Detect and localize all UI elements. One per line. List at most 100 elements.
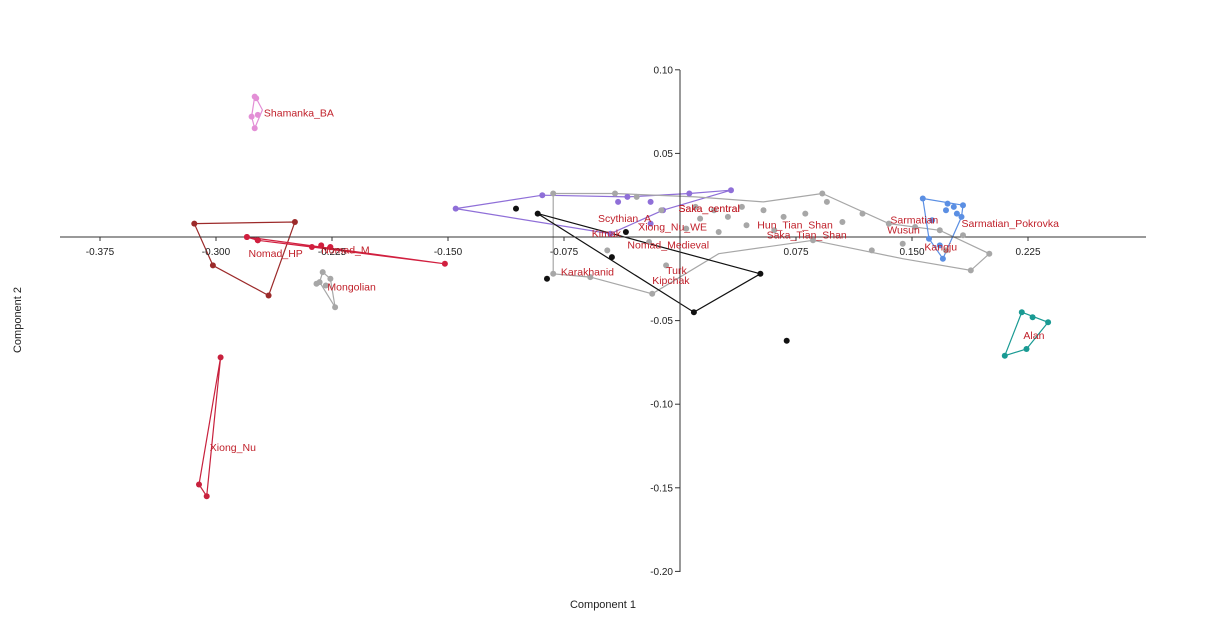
label-hun-tian-shan: Hun_Tian_Shan bbox=[757, 220, 833, 232]
point-shamanka-ba bbox=[248, 113, 255, 120]
point-kipchak bbox=[544, 275, 550, 282]
label-saka-tian-shan: Saka_Tian_Shan bbox=[767, 230, 847, 242]
point-saka-central bbox=[885, 220, 892, 227]
point-saka-central bbox=[868, 247, 875, 254]
point-saka-central bbox=[697, 215, 704, 222]
point-alan bbox=[1023, 346, 1030, 352]
label-sarmatian: Sarmatian bbox=[890, 215, 938, 227]
point-xiong-nu bbox=[217, 354, 224, 361]
point-saka-central bbox=[663, 262, 670, 269]
label-mongolian: Mongolian bbox=[327, 282, 376, 294]
point-nomad-m bbox=[318, 242, 325, 249]
point-nomad-m bbox=[327, 244, 334, 250]
point-saka-central bbox=[810, 237, 816, 244]
point-shamanka-ba bbox=[254, 111, 261, 118]
point-saka-central bbox=[738, 203, 745, 210]
x-tick-label: -0.075 bbox=[550, 247, 579, 258]
label-karakhanid: Karakhanid bbox=[561, 267, 614, 279]
point-saka-central bbox=[819, 190, 826, 197]
label-saka-central: Saka_central bbox=[679, 203, 740, 215]
y-tick-label: -0.05 bbox=[650, 316, 673, 327]
point-sarmatian-pokrovka bbox=[943, 207, 949, 214]
point-alan bbox=[1029, 314, 1036, 321]
x-tick-label: -0.150 bbox=[434, 247, 463, 258]
label-kimak: Kimak bbox=[592, 228, 622, 240]
point-scythian-a bbox=[647, 220, 654, 227]
point-mongolian bbox=[319, 269, 326, 276]
point-xiong-nu bbox=[196, 481, 202, 488]
hull-saka-central bbox=[552, 192, 991, 295]
point-kipchak bbox=[783, 337, 790, 344]
label-sarmatian-pokrovka: Sarmatian_Pokrovka bbox=[962, 218, 1060, 230]
point-saka-central bbox=[646, 239, 653, 245]
point-kipchak bbox=[513, 205, 519, 212]
y-tick-label: 0.05 bbox=[654, 149, 674, 160]
point-saka-central bbox=[823, 198, 830, 205]
point-mongolian bbox=[332, 304, 339, 311]
label-xiong-nu-we: Xiong_Nu_WE bbox=[638, 221, 707, 233]
axes-layer: -0.375 -0.300 -0.225 -0.150 -0.075 0.075 0.150… bbox=[60, 65, 1146, 578]
point-kipchak bbox=[608, 254, 615, 261]
point-saka-central bbox=[943, 247, 949, 254]
point-nomad-hp bbox=[265, 292, 272, 299]
point-saka-central bbox=[550, 190, 557, 197]
point-scythian-a bbox=[615, 198, 622, 205]
point-nomad-hp bbox=[291, 219, 298, 225]
point-alan bbox=[1018, 309, 1025, 316]
point-saka-central bbox=[960, 232, 966, 239]
point-mongolian bbox=[313, 280, 320, 287]
point-sarmatian-pokrovka bbox=[944, 200, 951, 207]
point-sarmatian-pokrovka bbox=[950, 203, 957, 210]
point-saka-central bbox=[967, 267, 974, 274]
point-shamanka-ba bbox=[253, 95, 260, 102]
x-tick-label: -0.225 bbox=[318, 247, 347, 258]
point-scythian-a bbox=[539, 192, 546, 199]
label-shamanka-ba: Shamanka_BA bbox=[264, 108, 334, 120]
point-nomad-hp bbox=[209, 262, 216, 269]
label-wusun: Wusun bbox=[887, 225, 920, 237]
label-nomad-hp: Nomad_HP bbox=[249, 248, 303, 260]
point-shamanka-ba bbox=[251, 125, 258, 132]
point-saka-central bbox=[724, 213, 731, 220]
hulls-layer bbox=[193, 95, 1050, 498]
label-nomad-medieval: Nomad_Medieval bbox=[627, 240, 709, 252]
point-saka-central bbox=[771, 227, 778, 234]
point-sarmatian-pokrovka bbox=[919, 195, 926, 202]
point-saka-central bbox=[743, 222, 750, 229]
point-nomad-m bbox=[243, 234, 250, 240]
point-nomad-m bbox=[441, 260, 448, 267]
hull-sarmatian-pokrovka bbox=[922, 197, 964, 260]
point-xiong-nu bbox=[203, 493, 210, 500]
point-sarmatian-pokrovka bbox=[939, 255, 946, 262]
point-kipchak bbox=[757, 270, 764, 277]
label-xiong-nu: Xiong_Nu bbox=[210, 442, 256, 454]
point-saka-central bbox=[692, 203, 699, 210]
point-kipchak bbox=[690, 309, 697, 316]
point-saka-central bbox=[802, 210, 809, 217]
point-scythian-a bbox=[647, 198, 654, 205]
point-nomad-hp bbox=[191, 220, 198, 227]
point-sarmatian-pokrovka bbox=[936, 242, 943, 249]
point-saka-central bbox=[711, 207, 717, 214]
point-saka-central bbox=[658, 207, 665, 214]
point-saka-central bbox=[899, 240, 906, 247]
hull-scythian-a bbox=[455, 189, 732, 235]
x-tick-label: -0.300 bbox=[202, 247, 231, 258]
point-scythian-a bbox=[624, 193, 631, 200]
label-saka-central: Saka_central bbox=[679, 203, 740, 215]
point-saka-central bbox=[612, 190, 618, 197]
label-turk: Turk bbox=[666, 265, 687, 277]
x-tick-label: 0.225 bbox=[1015, 247, 1040, 258]
point-scythian-a bbox=[728, 187, 734, 194]
label-alan: Alan bbox=[1023, 330, 1044, 342]
y-tick-label: -0.15 bbox=[650, 483, 673, 494]
point-sarmatian-pokrovka bbox=[953, 210, 960, 217]
point-saka-central bbox=[859, 210, 866, 217]
point-saka-central bbox=[839, 219, 846, 225]
point-sarmatian-pokrovka bbox=[958, 213, 965, 220]
point-kipchak bbox=[534, 210, 541, 217]
point-saka-central bbox=[715, 229, 722, 235]
y-tick-label: -0.20 bbox=[650, 567, 673, 578]
point-saka-central bbox=[912, 224, 919, 230]
